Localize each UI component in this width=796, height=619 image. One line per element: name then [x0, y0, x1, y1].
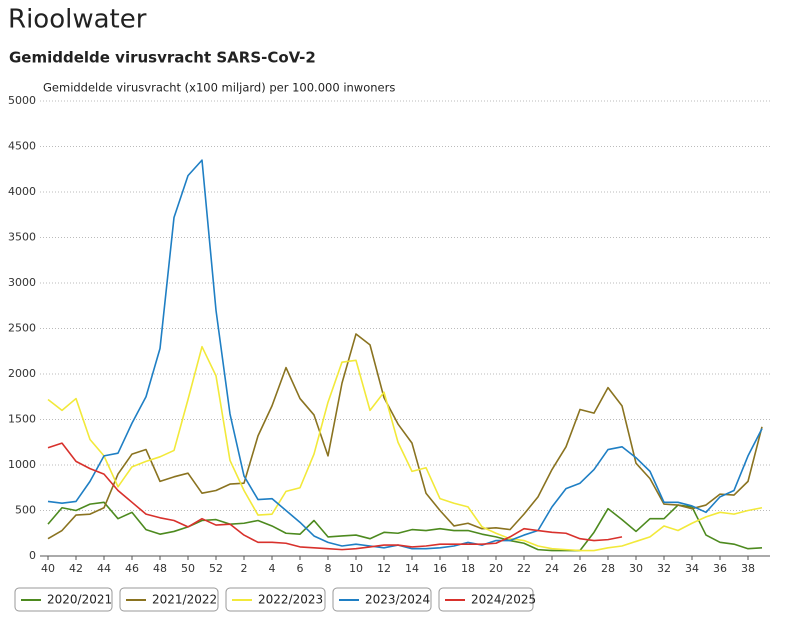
legend-label: 2023/2024	[365, 593, 430, 607]
y-tick-label: 500	[15, 504, 36, 517]
y-tick-label: 4500	[8, 140, 36, 153]
series-line	[47, 345, 763, 552]
x-tick-label: 18	[461, 562, 475, 575]
x-tick-label: 24	[545, 562, 559, 575]
y-tick-label: 0	[29, 549, 36, 562]
y-tick-label: 3500	[8, 231, 36, 244]
series-line	[47, 501, 763, 552]
x-tick-label: 12	[377, 562, 391, 575]
x-tick-label: 44	[97, 562, 111, 575]
x-tick-label: 34	[685, 562, 699, 575]
series-line	[47, 159, 763, 550]
x-tick-label: 4	[269, 562, 276, 575]
y-tick-label: 2000	[8, 367, 36, 380]
x-tick-label: 32	[657, 562, 671, 575]
legend-label: 2022/2023	[258, 593, 323, 607]
x-tick-label: 20	[489, 562, 503, 575]
x-tick-label: 16	[433, 562, 447, 575]
x-tick-label: 10	[349, 562, 363, 575]
legend-item	[119, 587, 219, 612]
x-tick-label: 14	[405, 562, 419, 575]
y-tick-label: 5000	[8, 94, 36, 107]
y-tick-label: 3000	[8, 276, 36, 289]
x-tick-label: 48	[153, 562, 167, 575]
legend-label: 2021/2022	[152, 593, 217, 607]
x-tick-label: 38	[741, 562, 755, 575]
y-tick-label: 4000	[8, 185, 36, 198]
x-tick-label: 50	[181, 562, 195, 575]
y-tick-label: 1500	[8, 413, 36, 426]
page-title: Rioolwater	[8, 5, 147, 35]
x-tick-label: 40	[41, 562, 55, 575]
y-tick-label: 1000	[8, 458, 36, 471]
legend-label: 2024/2025	[471, 593, 536, 607]
legend-item	[225, 587, 326, 612]
legend-item	[332, 587, 432, 612]
x-tick-label: 52	[209, 562, 223, 575]
x-tick-label: 8	[325, 562, 332, 575]
series-line	[47, 442, 623, 551]
x-tick-label: 2	[241, 562, 248, 575]
x-tick-label: 30	[629, 562, 643, 575]
series-line	[47, 333, 763, 540]
x-tick-label: 6	[297, 562, 304, 575]
x-tick-label: 46	[125, 562, 139, 575]
legend-item	[14, 587, 113, 612]
legend-label: 2020/2021	[47, 593, 112, 607]
x-tick-label: 42	[69, 562, 83, 575]
chart-subtitle: Gemiddelde virusvracht SARS-CoV-2	[9, 49, 316, 67]
x-tick-label: 22	[517, 562, 531, 575]
x-tick-label: 26	[573, 562, 587, 575]
x-tick-label: 36	[713, 562, 727, 575]
y-tick-label: 2500	[8, 322, 36, 335]
x-tick-label: 28	[601, 562, 615, 575]
legend-item	[438, 587, 534, 612]
y-axis-label: Gemiddelde virusvracht (x100 miljard) pe…	[43, 81, 395, 95]
